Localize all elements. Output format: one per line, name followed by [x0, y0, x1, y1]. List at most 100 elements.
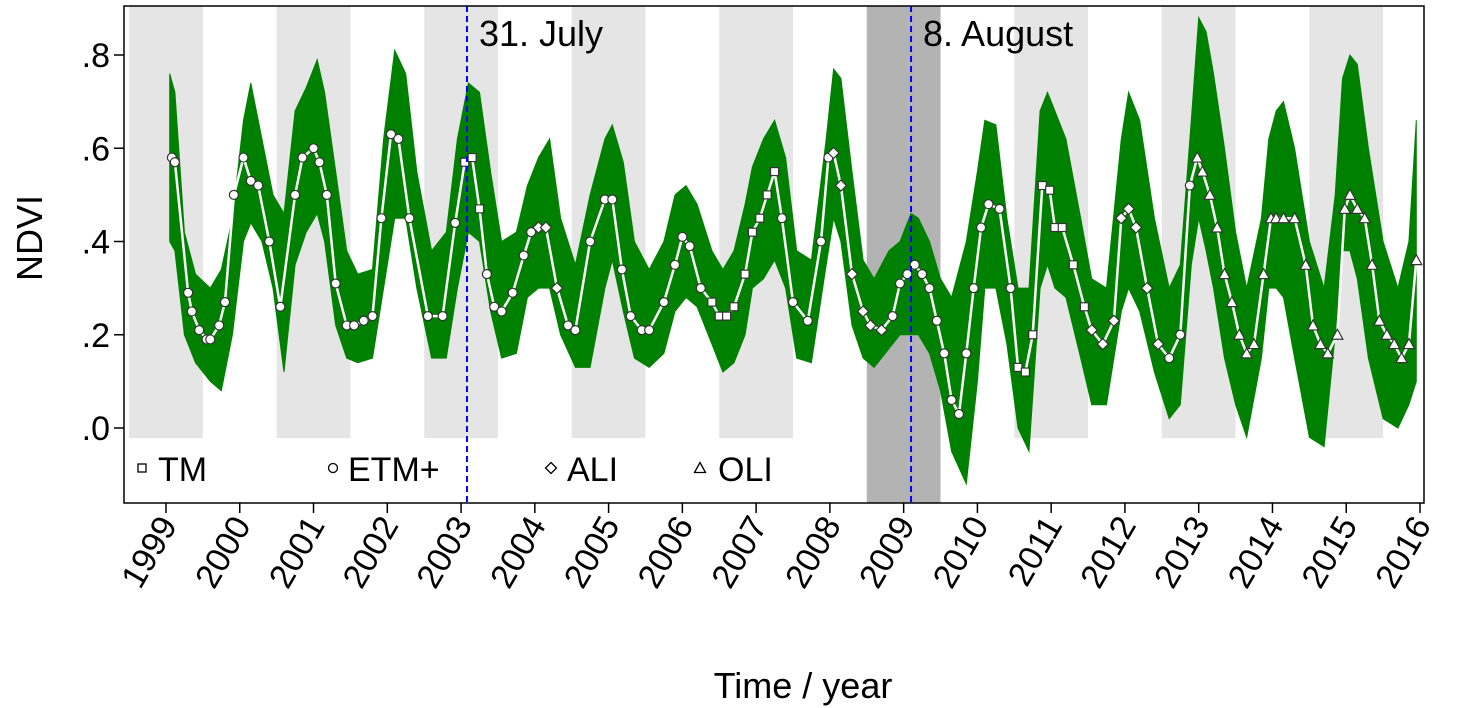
- marker-circle: [1005, 283, 1016, 294]
- marker-triangle: [1395, 351, 1409, 364]
- marker-circle: [214, 320, 225, 331]
- marker-circle: [658, 297, 670, 308]
- marker-diamond: [827, 146, 840, 160]
- marker-circle: [968, 283, 979, 294]
- marker-triangle: [1210, 220, 1224, 233]
- y-axis-title: NDVI: [9, 195, 50, 281]
- marker-circle: [308, 143, 319, 154]
- legend: TM ETM+ ALI OLI: [137, 451, 773, 489]
- y-tick-label-4: .0: [82, 410, 110, 448]
- marker-triangle: [1232, 328, 1246, 340]
- marker-circle: [562, 320, 574, 331]
- marker-circle: [253, 180, 264, 191]
- x-tick-label-0: 1999: [114, 510, 185, 595]
- marker-square: [1028, 330, 1038, 340]
- marker-square: [707, 297, 717, 307]
- legend-marker-diamond: [544, 461, 558, 475]
- marker-triangle: [1365, 258, 1379, 270]
- marker-square: [747, 227, 758, 237]
- marker-circle: [983, 199, 994, 210]
- x-tick-label-17: 2016: [1368, 510, 1439, 595]
- x-axis-title: Time / year: [714, 665, 893, 706]
- y-tick-label-0: .8: [82, 37, 110, 75]
- marker-circle: [669, 259, 681, 270]
- marker-circle: [376, 213, 387, 224]
- y-tick-label-1: .6: [82, 130, 110, 168]
- marker-triangle: [1372, 314, 1386, 326]
- x-tick-label-16: 2015: [1294, 510, 1365, 595]
- marker-square: [1020, 367, 1030, 377]
- marker-circle: [358, 315, 369, 326]
- marker-circle: [1184, 180, 1195, 191]
- marker-circle: [496, 306, 507, 317]
- marker-circle: [289, 189, 301, 200]
- marker-square: [1013, 362, 1023, 372]
- legend-marker-circle: [327, 462, 339, 474]
- marker-diamond: [834, 179, 848, 192]
- marker-circle: [404, 213, 415, 224]
- marker-triangle: [1350, 202, 1364, 214]
- marker-circle: [625, 311, 636, 322]
- legend-label-0: TM: [158, 451, 207, 489]
- marker-circle: [228, 189, 239, 200]
- marker-circle: [644, 324, 655, 336]
- marker-triangle: [1225, 295, 1239, 308]
- marker-diamond: [550, 281, 564, 295]
- marker-circle: [802, 315, 813, 326]
- marker-triangle: [1343, 188, 1357, 200]
- marker-circle: [776, 213, 788, 224]
- marker-diamond: [1140, 281, 1154, 295]
- x-tick-label-4: 2003: [409, 510, 480, 595]
- event-label-1: 8. August: [923, 13, 1073, 54]
- marker-triangle: [1218, 267, 1232, 280]
- x-tick-label-7: 2006: [631, 510, 702, 595]
- x-tick-label-14: 2013: [1147, 510, 1218, 595]
- range-band: [169, 15, 1417, 486]
- marker-circle: [924, 283, 935, 294]
- marker-diamond: [845, 267, 859, 281]
- marker-circle: [946, 394, 957, 406]
- marker-circle: [975, 222, 987, 233]
- marker-triangle: [1358, 211, 1372, 224]
- observation-markers: [166, 129, 1423, 420]
- marker-circle: [169, 157, 180, 168]
- x-tick-label-3: 2002: [335, 510, 406, 595]
- marker-circle: [507, 287, 518, 298]
- marker-circle: [349, 320, 360, 331]
- marker-square: [722, 311, 732, 321]
- range-band-area: [169, 15, 1417, 486]
- marker-circle: [489, 301, 500, 312]
- marker-circle: [677, 231, 688, 242]
- marker-circle: [481, 269, 492, 280]
- marker-triangle: [1247, 337, 1261, 350]
- marker-circle: [183, 287, 194, 298]
- marker-diamond: [1085, 323, 1099, 337]
- marker-square: [460, 157, 470, 167]
- event-label-0: 31. July: [479, 13, 603, 54]
- marker-diamond: [1114, 211, 1128, 225]
- marker-circle: [194, 324, 205, 336]
- marker-diamond: [1096, 337, 1110, 351]
- marker-circle: [297, 152, 308, 163]
- marker-triangle: [1321, 346, 1335, 359]
- y-tick-label-2: .4: [82, 224, 110, 262]
- marker-diamond: [1151, 337, 1165, 351]
- marker-diamond: [856, 305, 870, 318]
- marker-circle: [264, 236, 275, 247]
- marker-circle: [205, 334, 216, 345]
- x-tick-label-8: 2007: [704, 510, 775, 595]
- marker-circle: [330, 278, 341, 289]
- x-tick-label-12: 2011: [1001, 510, 1070, 592]
- marker-square: [762, 190, 772, 200]
- x-tick-label-1: 2000: [188, 510, 259, 595]
- legend-label-2: ALI: [567, 451, 618, 489]
- marker-triangle: [1338, 202, 1352, 214]
- x-tick-label-2: 2001: [262, 510, 333, 595]
- marker-circle: [275, 301, 286, 312]
- marker-triangle: [1277, 211, 1291, 224]
- marker-circle: [526, 227, 537, 238]
- x-tick-label-13: 2012: [1073, 510, 1144, 595]
- marker-circle: [616, 264, 627, 275]
- marker-circle: [321, 189, 332, 200]
